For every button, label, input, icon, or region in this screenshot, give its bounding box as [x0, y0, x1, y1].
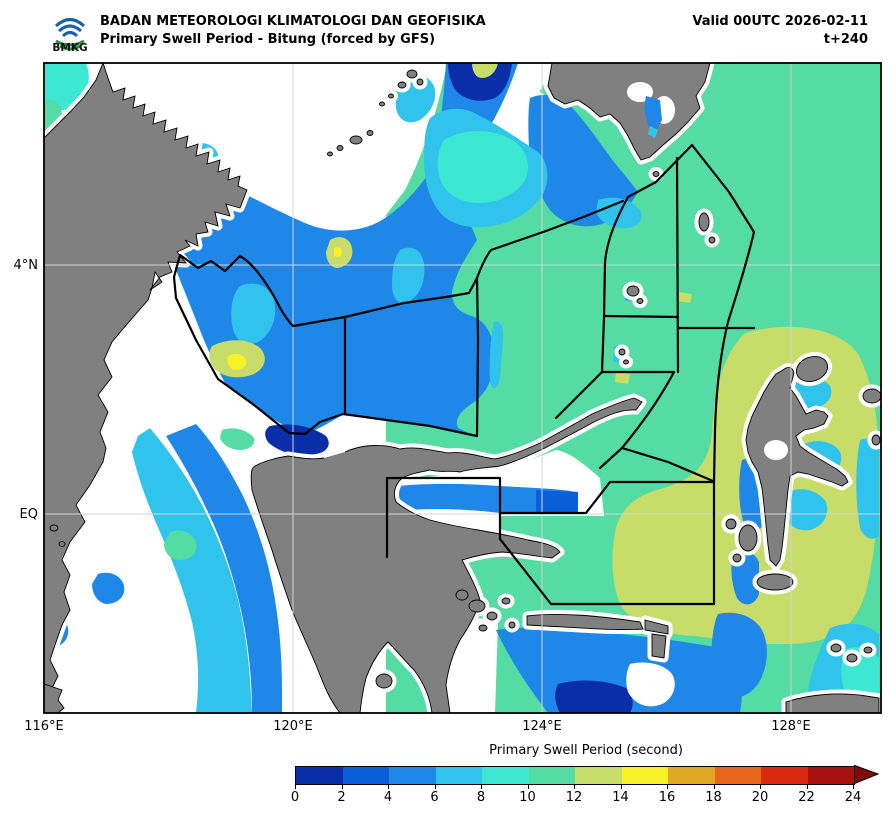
colorbar-tick: [806, 785, 808, 789]
colorbar-tick-label: 16: [658, 790, 676, 805]
colorbar-tick-label: 0: [290, 790, 300, 805]
colorbar-segment: [528, 767, 575, 784]
colorbar-segment: [807, 767, 854, 784]
land-mindanao: [547, 63, 711, 161]
land-banggai: [455, 589, 516, 632]
colorbar: [295, 766, 855, 785]
xlabel-128e: 128°E: [771, 719, 811, 734]
colorbar-tick: [527, 785, 529, 789]
colorbar-tick: [853, 785, 854, 789]
colorbar-tick-label: 18: [705, 790, 722, 805]
colorbar-tick-label: 2: [337, 790, 346, 805]
ylabel-4n: 4°N: [13, 258, 39, 273]
colorbar-tick-label: 4: [383, 790, 393, 805]
land-borneo: [44, 63, 248, 701]
land-bacan: [725, 518, 758, 563]
xlabel-120e: 120°E: [273, 719, 313, 734]
colorbar-segment: [668, 767, 715, 784]
land-seram: [785, 693, 880, 713]
colorbar-tick-label: 22: [798, 790, 815, 805]
colorbar-tick: [574, 785, 575, 789]
colorbar-tick: [295, 785, 296, 789]
colorbar-tick: [388, 785, 389, 789]
land-sulawesi: [250, 397, 643, 713]
colorbar-tick: [620, 785, 622, 789]
sea-white-borneo-margin: [153, 246, 266, 448]
colorbar-title: Primary Swell Period (second): [489, 743, 683, 758]
zone-boundaries: [172, 143, 756, 606]
colorbar-tick-label: 14: [612, 790, 629, 805]
time-step: t+240: [823, 32, 868, 47]
logo-label: BMKG: [52, 42, 88, 54]
colorbar-tick: [667, 785, 668, 789]
valid-time: Valid 00UTC 2026-02-11: [692, 14, 868, 29]
agency-title: BADAN METEOROLOGI KLIMATOLOGI DAN GEOFIS…: [100, 14, 486, 29]
colorbar-tick-label: 20: [751, 790, 769, 805]
map-frame: [43, 62, 882, 714]
colorbar-segment: [714, 767, 761, 784]
land-halmahera: [745, 367, 849, 567]
land-obi: [756, 573, 794, 591]
colorbar-segment: [761, 767, 808, 784]
xlabel-116e: 116°E: [24, 719, 64, 734]
xlabel-124e: 124°E: [522, 719, 562, 734]
land-morotai: [795, 356, 829, 382]
land-sangihe-talaud: [618, 212, 716, 365]
ylabel-eq: EQ: [19, 507, 38, 522]
product-title: Primary Swell Period - Bitung (forced by…: [100, 32, 436, 47]
colorbar-tick: [434, 785, 436, 789]
colorbar-tick: [341, 785, 343, 789]
colorbar-segment: [621, 767, 668, 784]
colorbar-tick-label: 24: [844, 790, 862, 805]
colorbar-tick-label: 10: [519, 790, 536, 805]
colorbar-segment: [575, 767, 622, 784]
colorbar-tick-label: 6: [430, 790, 439, 805]
land-sulu-islands: [327, 69, 424, 157]
colorbar-tick: [760, 785, 761, 789]
colorbar-segment: [342, 767, 389, 784]
land-masses: [44, 63, 881, 713]
colorbar-segment: [435, 767, 482, 784]
sea-halmahera-patches: [731, 375, 842, 605]
colorbar-tick-label: 12: [565, 790, 583, 805]
colorbar-tick: [481, 785, 482, 789]
colorbar-segment: [482, 767, 529, 784]
bmkg-logo: [54, 18, 86, 51]
sea-patches: [44, 63, 692, 389]
colorbar-arrow: [854, 764, 880, 785]
gridlines: [44, 63, 881, 713]
land-sula: [526, 613, 644, 630]
colorbar-tick: [713, 785, 715, 789]
colorbar-segment: [389, 767, 436, 784]
colorbar-tick-label: 8: [476, 790, 486, 805]
colorbar-segment: [296, 767, 343, 784]
land-water-details: [627, 82, 788, 460]
